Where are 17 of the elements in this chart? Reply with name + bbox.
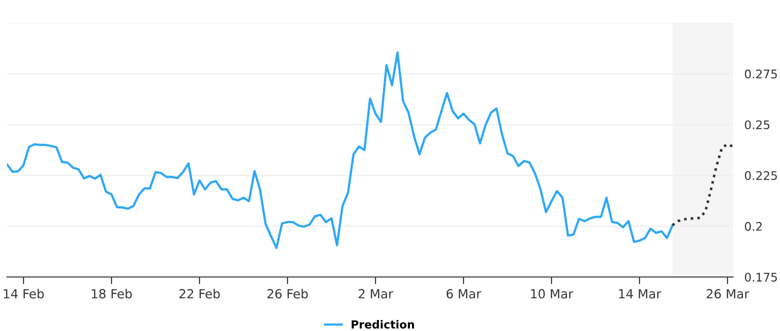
x-tick-label: 22 Feb (179, 288, 220, 298)
x-tick-label: 18 Feb (92, 288, 132, 298)
y-tick-label: 0.175 (744, 272, 777, 282)
x-tick-label: 14 Feb (4, 288, 44, 298)
x-tick-label: 6 Mar (446, 289, 482, 298)
x-tick-label: 26 Mar (706, 289, 750, 298)
line-series (7, 51, 674, 250)
legend-label: Prediction (352, 320, 414, 329)
line-series (671, 143, 733, 226)
y-tick-label: 0.2 (744, 222, 762, 231)
y-tick-label: 0.225 (744, 171, 777, 180)
x-tick-label: 14 Mar (619, 289, 662, 298)
x-tick-label: 10 Mar (531, 289, 574, 298)
x-tick-label: 2 Mar (358, 289, 394, 298)
y-tick-label: 0.25 (744, 120, 770, 130)
y-tick-label: 0.275 (744, 70, 777, 78)
x-tick-label: 26 Feb (267, 288, 308, 298)
